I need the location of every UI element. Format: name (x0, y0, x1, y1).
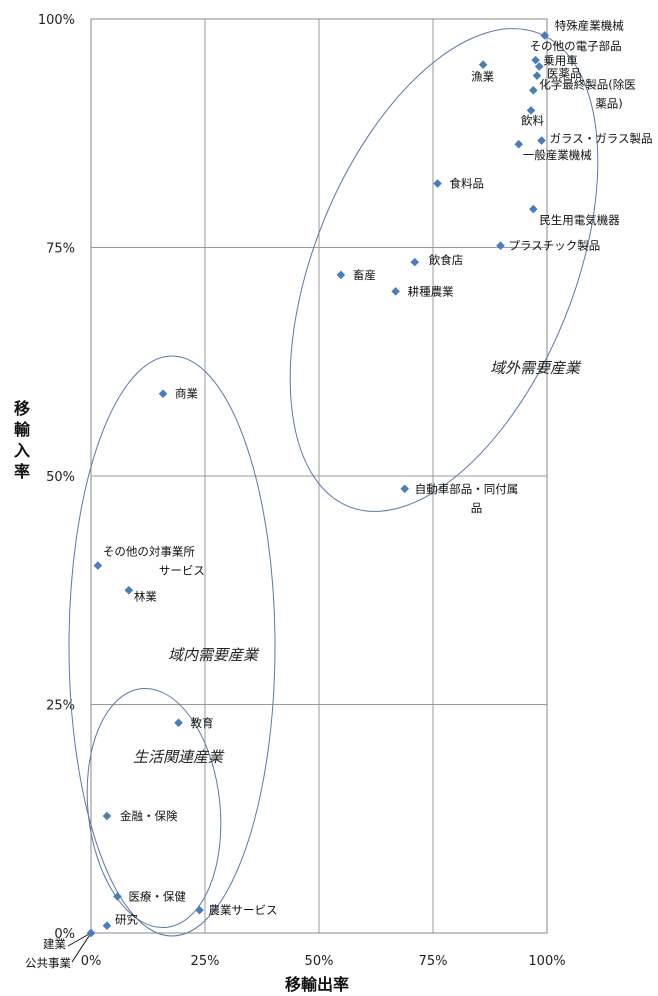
group-label-life-related: 生活関連産業 (133, 748, 225, 766)
gridlines (91, 19, 547, 933)
data-point (174, 718, 183, 728)
data-point (531, 55, 540, 65)
group-label-outer-demand: 域外需要産業 (490, 359, 582, 377)
y-tick-label: 100% (38, 13, 75, 28)
point-label: プラスチック製品 (508, 239, 600, 253)
ellipse-outer-demand (289, 28, 599, 512)
data-point (529, 204, 538, 214)
point-label: 乗用車 (543, 54, 578, 68)
data-point (526, 106, 536, 115)
x-tick-label: 75% (419, 954, 448, 969)
x-tick-label: 100% (528, 954, 565, 969)
data-point (540, 31, 550, 40)
x-tick-label: 25% (191, 954, 220, 969)
leader-line-construction (67, 932, 92, 947)
data-point (496, 241, 505, 250)
point-label: 研究 (115, 913, 138, 927)
point-label: 飲料 (521, 113, 544, 127)
data-point (86, 928, 96, 938)
data-point (113, 892, 122, 901)
data-point (93, 561, 103, 570)
ellipse-local-demand (68, 355, 276, 937)
data-point (124, 585, 134, 595)
x-tick-label: 50% (305, 954, 334, 969)
point-label: 化学最終製品(除医薬品) (539, 77, 636, 110)
y-tick-label: 0% (54, 927, 75, 942)
x-tick-label: 0% (81, 954, 102, 969)
data-point (158, 389, 168, 399)
data-point (391, 287, 400, 296)
group-ellipses (68, 28, 599, 937)
point-label: 耕種農業 (408, 284, 454, 298)
data-point (478, 60, 488, 69)
point-label: 公共事業 (25, 956, 71, 970)
group-label-local-demand: 域内需要産業 (168, 646, 260, 664)
point-label: その他の電子部品 (530, 39, 622, 53)
point-label: 金融・保険 (120, 809, 178, 823)
point-label: 建業 (43, 937, 66, 951)
x-tick-labels: 0% 25% 50% 75% 100% (81, 954, 566, 969)
point-label: 一般産業機械 (523, 148, 592, 162)
point-label: 医療・保健 (128, 889, 186, 903)
x-axis-title: 移輸出率 (285, 975, 349, 994)
data-point (529, 85, 538, 95)
data-point (532, 71, 542, 80)
leader-line-public-works (71, 932, 92, 963)
point-label: 畜産 (353, 268, 376, 282)
point-label: 漁業 (471, 70, 494, 84)
point-label: 医薬品 (547, 67, 582, 81)
data-point (410, 257, 420, 267)
point-label: 食料品 (450, 177, 485, 191)
y-tick-labels: 0% 25% 50% 75% 100% (38, 13, 75, 942)
point-label: 飲食店 (429, 253, 464, 267)
data-point (534, 62, 544, 71)
data-point (537, 136, 546, 145)
point-label: その他の対事業所サービス (103, 545, 205, 578)
point-label: 商業 (175, 387, 198, 401)
point-label: 農業サービス (209, 903, 278, 917)
data-points (86, 31, 550, 938)
data-point (195, 905, 204, 915)
plot-frame (90, 18, 548, 934)
data-point (514, 139, 524, 149)
point-label: 特殊産業機械 (555, 18, 624, 32)
y-tick-label: 25% (46, 699, 75, 714)
y-axis-title: 移輸入率 (14, 399, 31, 481)
svg-text:移輸入率: 移輸入率 (14, 399, 31, 481)
data-point (433, 179, 442, 188)
data-point (102, 921, 112, 930)
data-point (400, 484, 410, 494)
point-label: 自動車部品・同付属品 (415, 482, 519, 515)
y-tick-label: 50% (46, 470, 75, 485)
point-label: 民生用電気機器 (539, 213, 620, 227)
ellipse-life-related (86, 687, 222, 929)
data-point (336, 270, 346, 280)
point-label: ガラス・ガラス製品 (550, 132, 653, 146)
point-label: 林業 (134, 589, 157, 603)
y-tick-label: 75% (46, 242, 75, 257)
data-point (102, 811, 112, 821)
point-label: 教育 (191, 716, 214, 730)
